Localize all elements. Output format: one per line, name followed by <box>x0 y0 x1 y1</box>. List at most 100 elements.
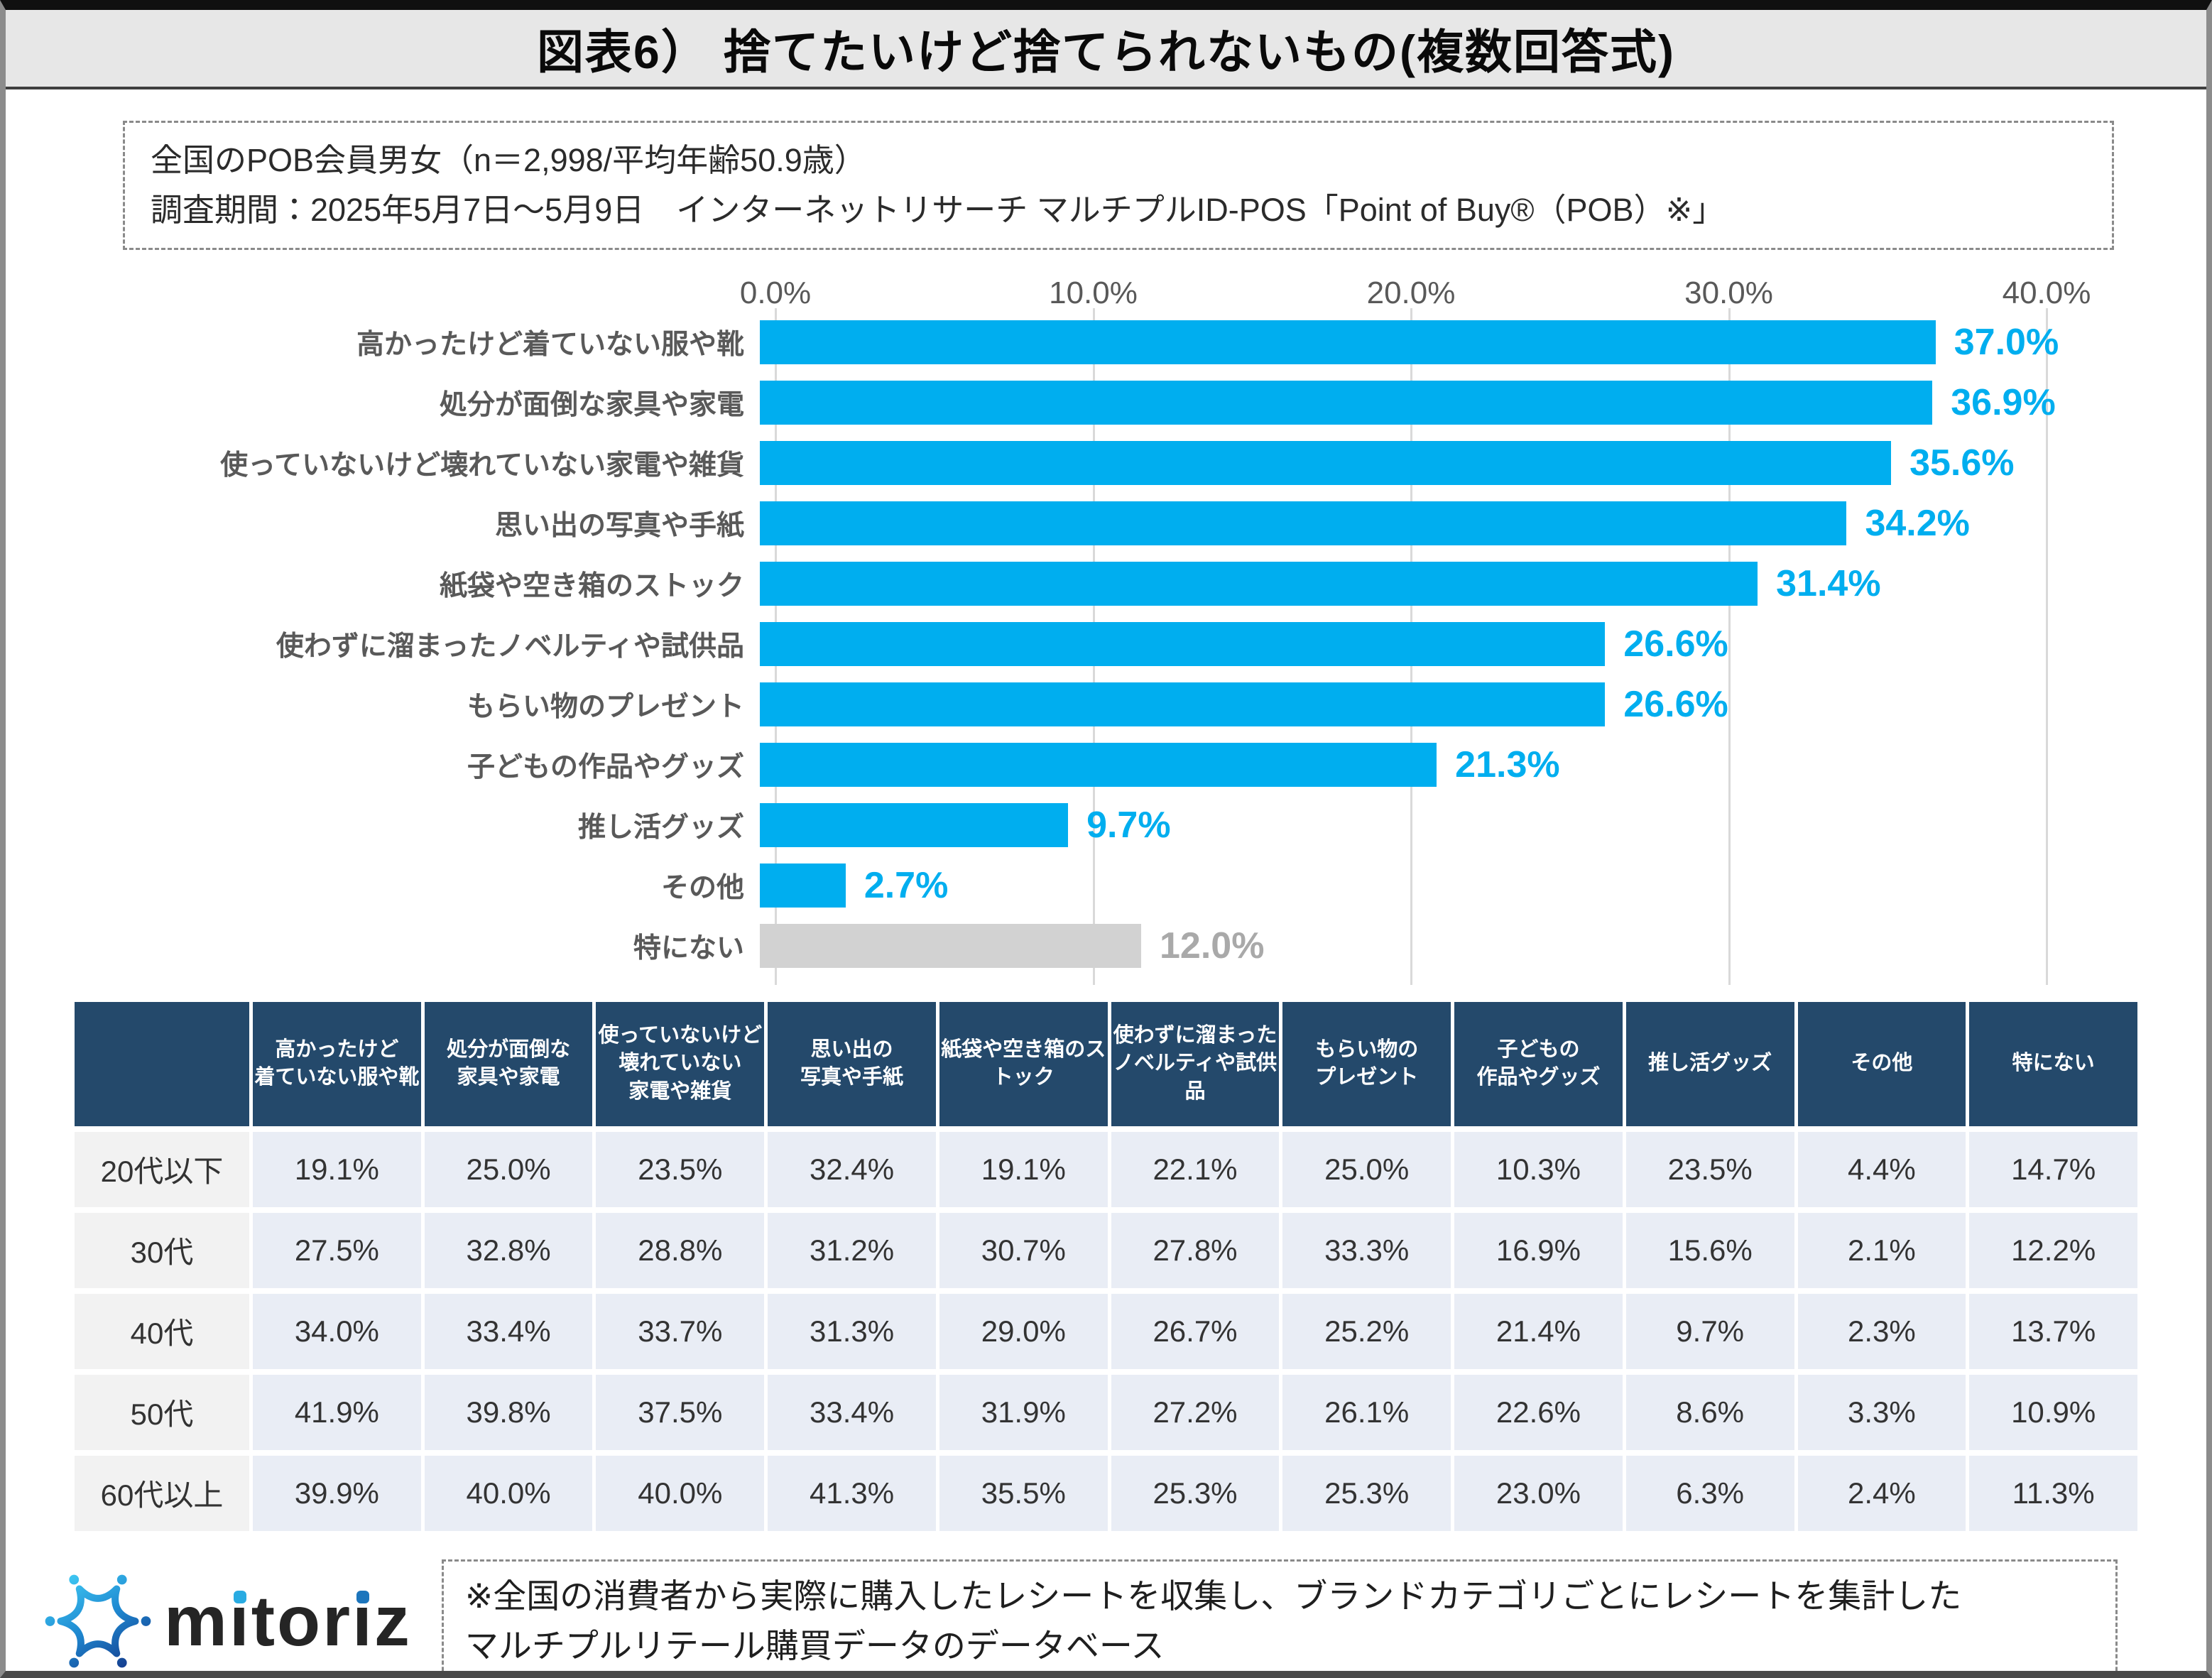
data-cell: 2.1% <box>1797 1212 1966 1288</box>
bar-row: 高かったけど着ていない服や靴 37.0% <box>6 312 2206 373</box>
bar-track: 36.9% <box>760 381 2056 425</box>
bar-track: 31.4% <box>760 562 2031 606</box>
bar-track: 37.0% <box>760 320 2059 364</box>
data-cell: 25.3% <box>1282 1455 1451 1531</box>
title-bar: 図表6） 捨てたいけど捨てられないもの(複数回答式) <box>6 10 2206 89</box>
table-header-cell: 使わずに溜まった ノベルティや試供品 <box>1111 1001 1280 1126</box>
table-corner-cell <box>75 1001 249 1126</box>
bar-category-label: 思い出の写真や手紙 <box>494 511 744 541</box>
bar <box>760 682 1606 726</box>
footnote-line1: ※全国の消費者から実際に購入したレシートを収集し、ブランドカテゴリごとにレシート… <box>464 1576 1962 1615</box>
bar-value-label: 9.7% <box>1086 805 1171 846</box>
data-cell: 35.5% <box>939 1455 1108 1531</box>
data-cell: 25.0% <box>1282 1131 1451 1207</box>
bar-track: 21.3% <box>760 743 2031 787</box>
data-cell: 11.3% <box>1969 1455 2137 1531</box>
data-cell: 37.5% <box>596 1374 765 1450</box>
bar-value-label: 26.6% <box>1623 623 1728 665</box>
axis-tick: 30.0% <box>1684 275 1773 310</box>
data-cell: 31.3% <box>768 1293 936 1369</box>
bar-chart: 0.0% 10.0% 20.0% 30.0% 40.0% 高かったけど着ていない服や靴 3… <box>6 268 2206 985</box>
data-cell: 39.9% <box>253 1455 421 1531</box>
bar <box>760 501 1847 545</box>
bar <box>760 863 846 908</box>
data-cell: 13.7% <box>1969 1293 2137 1369</box>
data-cell: 6.3% <box>1625 1455 1794 1531</box>
row-label-cell: 40代 <box>75 1293 249 1369</box>
table-header-cell: もらい物の プレゼント <box>1282 1001 1451 1126</box>
data-cell: 19.1% <box>939 1131 1108 1207</box>
bar-value-label: 2.7% <box>863 865 949 906</box>
gridline <box>1728 307 1731 985</box>
data-cell: 10.3% <box>1454 1131 1623 1207</box>
bar-track: 26.6% <box>760 622 2031 666</box>
table-header-cell: その他 <box>1797 1001 1966 1126</box>
row-label-cell: 60代以上 <box>75 1455 249 1531</box>
bar-category-label: 処分が面倒な家具や家電 <box>439 390 744 420</box>
bar-track: 2.7% <box>760 863 2031 908</box>
logo-wordmark: mı torı z <box>164 1581 412 1661</box>
bar-track: 9.7% <box>760 803 2031 847</box>
bar-row: 子どもの作品やグッズ 21.3% <box>6 735 2206 795</box>
data-cell: 32.8% <box>424 1212 593 1288</box>
data-cell: 40.0% <box>424 1455 593 1531</box>
footnote-box: ※全国の消費者から実際に購入したレシートを収集し、ブランドカテゴリごとにレシート… <box>441 1559 2118 1671</box>
bar-value-label: 31.4% <box>1776 563 1881 604</box>
data-cell: 15.6% <box>1625 1212 1794 1288</box>
bar-row: 使わずに溜まったノベルティや試供品 26.6% <box>6 614 2206 675</box>
table-header-cell: 使っていないけど 壊れていない 家電や雑貨 <box>596 1001 765 1126</box>
data-cell: 22.1% <box>1111 1131 1280 1207</box>
bar <box>760 803 1069 847</box>
bar-track: 26.6% <box>760 682 2031 726</box>
data-cell: 33.4% <box>768 1374 936 1450</box>
data-cell: 33.7% <box>596 1293 765 1369</box>
table-header-cell: 特にない <box>1969 1001 2137 1126</box>
bar-row: 推し活グッズ 9.7% <box>6 795 2206 856</box>
survey-info-line2: 調査期間：2025年5月7日～5月9日 インターネットリサーチ マルチプルID-… <box>151 191 1725 228</box>
table-header-cell: 思い出の 写真や手紙 <box>768 1001 936 1126</box>
snowflake-logo-icon <box>45 1574 151 1668</box>
table-header-cell: 紙袋や空き箱のス トック <box>939 1001 1108 1126</box>
bar <box>760 622 1606 666</box>
bar-row: 処分が面倒な家具や家電 36.9% <box>6 373 2206 433</box>
bar-category-label: 使っていないけど壊れていない家電や雑貨 <box>220 450 744 481</box>
bar <box>760 924 1141 968</box>
bar <box>760 562 1758 606</box>
axis-row: 0.0% 10.0% 20.0% 30.0% 40.0% <box>740 268 2091 312</box>
data-cell: 40.0% <box>596 1455 765 1531</box>
footer: mı torı z ※全国の消費者から実際に購入したレシートを収集し、ブランドカテゴ… <box>45 1559 2118 1671</box>
data-cell: 32.4% <box>768 1131 936 1207</box>
bar <box>760 743 1437 787</box>
bar-rows: 高かったけど着ていない服や靴 37.0% 処分が面倒な家具や家電 36.9% 使っていな… <box>6 312 2206 976</box>
data-cell: 31.2% <box>768 1212 936 1288</box>
data-cell: 25.2% <box>1282 1293 1451 1369</box>
survey-info-box: 全国のPOB会員男女（n＝2,998/平均年齢50.9歳） 調査期間：2025年… <box>123 121 2114 250</box>
data-cell: 21.4% <box>1454 1293 1623 1369</box>
bar-value-label: 36.9% <box>1951 382 2056 423</box>
bar-category-label: 子どもの作品やグッズ <box>467 752 744 783</box>
row-label-cell: 50代 <box>75 1374 249 1450</box>
axis-tick: 40.0% <box>2002 275 2091 310</box>
bar <box>760 320 1936 364</box>
table-header-cell: 推し活グッズ <box>1625 1001 1794 1126</box>
bar-value-label: 26.6% <box>1623 684 1728 725</box>
bar-value-label: 35.6% <box>1909 442 2015 484</box>
page-title: 図表6） 捨てたいけど捨てられないもの(複数回答式) <box>537 26 1675 78</box>
axis-tick: 10.0% <box>1049 275 1138 310</box>
data-cell: 19.1% <box>253 1131 421 1207</box>
gridline <box>2046 307 2048 985</box>
bar-category-label: 特にない <box>633 933 744 964</box>
data-cell: 27.2% <box>1111 1374 1280 1450</box>
mitoriz-logo: mı torı z <box>45 1568 412 1671</box>
data-cell: 27.8% <box>1111 1212 1280 1288</box>
age-table: 高かったけど 着ていない服や靴 処分が面倒な 家具や家電 使っていないけど 壊れてい… <box>75 1001 2137 1531</box>
row-label-cell: 30代 <box>75 1212 249 1288</box>
data-cell: 33.3% <box>1282 1212 1451 1288</box>
data-cell: 23.0% <box>1454 1455 1623 1531</box>
data-cell: 33.4% <box>424 1293 593 1369</box>
bar <box>760 441 1892 485</box>
bar-value-label: 34.2% <box>1865 503 1970 544</box>
survey-info-line1: 全国のPOB会員男女（n＝2,998/平均年齢50.9歳） <box>151 142 866 178</box>
bar-value-label: 21.3% <box>1455 744 1560 785</box>
